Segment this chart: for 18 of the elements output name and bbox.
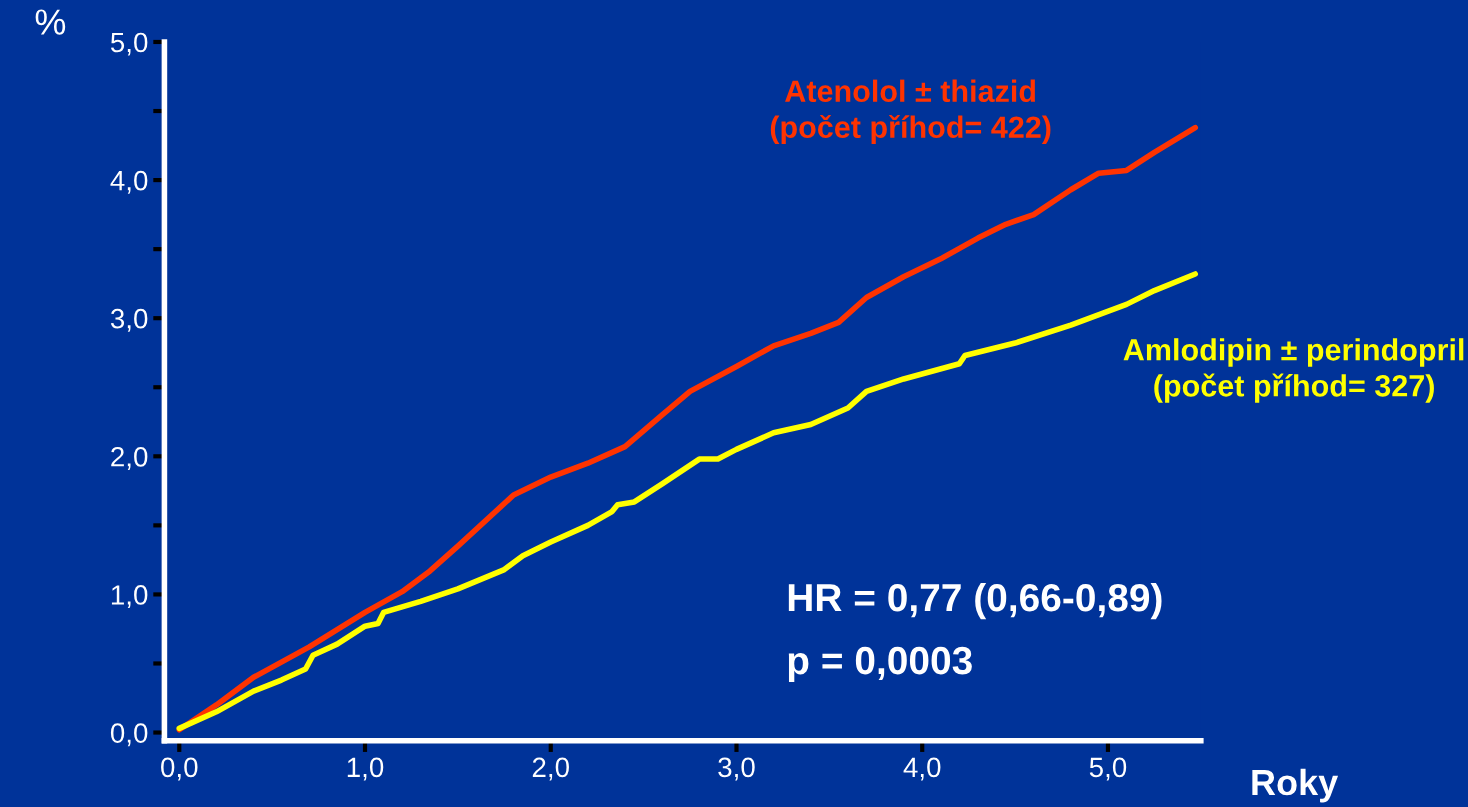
x-tick-label: 2,0 bbox=[532, 757, 569, 781]
y-tick-label: 0,0 bbox=[110, 723, 148, 747]
y-tick-label: 2,0 bbox=[111, 446, 148, 470]
x-tick-label: 1,0 bbox=[347, 757, 384, 781]
y-tick-label: 4,0 bbox=[110, 170, 148, 194]
x-tick-label: 4,0 bbox=[903, 757, 941, 781]
y-tick-label: 1,0 bbox=[111, 585, 148, 609]
y-tick-label: 3,0 bbox=[110, 308, 148, 332]
x-axis-title: Roky bbox=[1252, 768, 1339, 803]
y-axis-title: % bbox=[35, 9, 66, 35]
x-tick-label: 0,0 bbox=[161, 757, 198, 781]
annotation: p = 0,0003 bbox=[788, 646, 972, 683]
y-tick-label: 5,0 bbox=[110, 32, 148, 56]
series-label: Atenolol ± thiazid (počet příhod= 422) bbox=[770, 79, 1051, 145]
series-label: Amlodipin ± perindopril (počet příhod= 327) bbox=[1123, 338, 1464, 403]
annotation: HR = 0,77 (0,66-0,89) bbox=[788, 582, 1162, 620]
x-tick-label: 5,0 bbox=[1089, 757, 1127, 781]
x-tick-label: 3,0 bbox=[718, 757, 755, 781]
